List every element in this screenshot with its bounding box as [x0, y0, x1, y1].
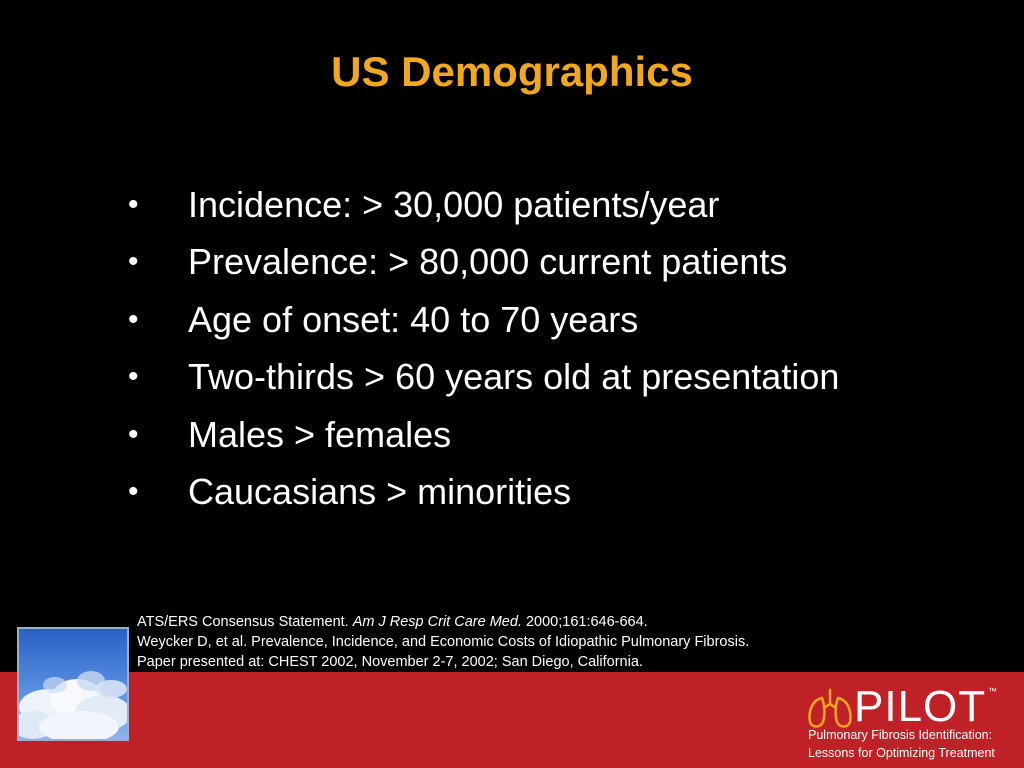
bullet-text: Prevalence: > 80,000 current patients — [188, 241, 788, 283]
reference-1-journal: Am J Resp Crit Care Med. — [352, 614, 522, 630]
bullet-marker: • — [128, 302, 139, 336]
references: ATS/ERS Consensus Statement. Am J Resp C… — [137, 612, 749, 672]
pilot-logo: PILOT ™ Pulmonary Fibrosis Identificatio… — [804, 680, 1014, 764]
footer-band — [0, 672, 1024, 768]
bullet-marker: • — [128, 245, 139, 279]
bullet-text: Caucasians > minorities — [188, 471, 572, 513]
logo-tagline-1: Pulmonary Fibrosis Identification: — [808, 728, 993, 742]
bullet-marker: • — [128, 417, 139, 451]
bullet-item: • Incidence: > 30,000 patients/year — [128, 176, 839, 234]
reference-1-citation: 2000;161:646-664. — [521, 614, 648, 630]
reference-line-2: Weycker D, et al. Prevalence, Incidence,… — [137, 634, 750, 650]
logo-wordmark: PILOT — [854, 682, 987, 731]
bullet-item: • Caucasians > minorities — [128, 464, 839, 522]
trademark-symbol: ™ — [988, 686, 997, 696]
bullet-item: • Two-thirds > 60 years old at presentat… — [128, 349, 839, 407]
bullet-text: Age of onset: 40 to 70 years — [188, 298, 639, 340]
reference-line-3: Paper presented at: CHEST 2002, November… — [137, 654, 643, 670]
bullet-text: Two-thirds > 60 years old at presentatio… — [188, 356, 840, 398]
bullet-item: • Prevalence: > 80,000 current patients — [128, 234, 839, 292]
bullet-list: • Incidence: > 30,000 patients/year • Pr… — [128, 176, 839, 521]
bullet-marker: • — [128, 187, 139, 221]
logo-tagline-2: Lessons for Optimizing Treatment — [808, 746, 995, 760]
sky-clouds-photo — [17, 627, 129, 741]
bullet-marker: • — [128, 475, 139, 509]
bullet-text: Males > females — [188, 413, 452, 455]
bullet-text: Incidence: > 30,000 patients/year — [188, 183, 720, 225]
lungs-icon — [808, 688, 852, 728]
bullet-item: • Males > females — [128, 406, 839, 464]
reference-line-1: ATS/ERS Consensus Statement. Am J Resp C… — [137, 612, 749, 632]
bullet-marker: • — [128, 360, 139, 394]
bullet-item: • Age of onset: 40 to 70 years — [128, 291, 839, 349]
reference-1-authors: ATS/ERS Consensus Statement. — [137, 614, 353, 630]
slide-title: US Demographics — [331, 48, 693, 95]
clouds-image — [19, 671, 127, 739]
